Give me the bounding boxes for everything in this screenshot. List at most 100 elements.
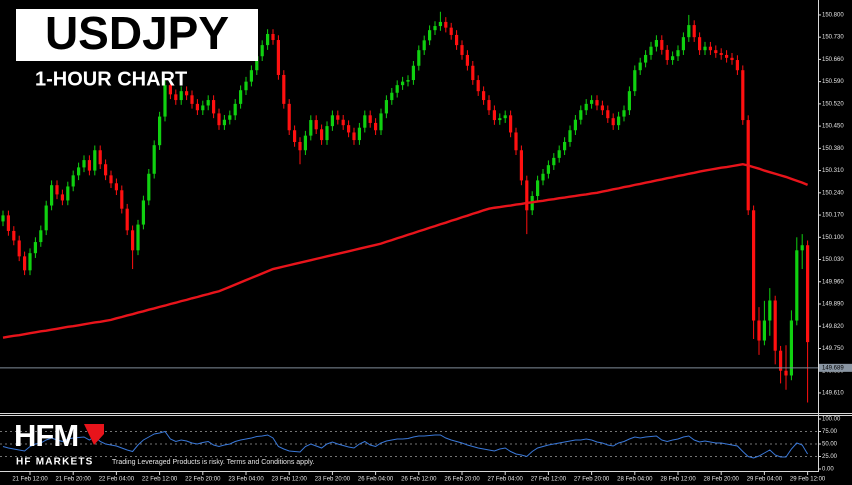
candle-body: [487, 100, 491, 111]
candle-body: [590, 100, 594, 104]
candle-body: [633, 70, 637, 92]
candle-body: [514, 132, 518, 151]
candle-body: [665, 49, 669, 61]
y-tick-label: 149.820: [822, 324, 844, 330]
candle-body: [287, 103, 291, 131]
candle-body: [212, 100, 216, 114]
candle-body: [687, 25, 691, 38]
x-tick-label: 23 Feb 04:00: [228, 477, 264, 483]
candle-body: [660, 40, 664, 50]
candle-body: [249, 70, 253, 82]
candle-body: [330, 115, 334, 127]
candle-body: [379, 113, 383, 131]
candle-body: [23, 256, 27, 271]
candle-body: [276, 40, 280, 75]
y-tick-label: 150.030: [822, 257, 844, 263]
candle-body: [509, 115, 513, 133]
y-tick-label: 0.00: [822, 467, 834, 473]
candle-body: [363, 115, 367, 128]
y-tick-label: 149.960: [822, 279, 844, 285]
candle-body: [314, 120, 318, 130]
x-tick-label: 28 Feb 12:00: [660, 477, 696, 483]
candle-body: [789, 320, 793, 376]
candle-body: [611, 118, 615, 126]
candle-body: [233, 103, 237, 116]
candle-body: [638, 62, 642, 71]
candle-body: [482, 91, 486, 101]
y-tick-label: 150.660: [822, 57, 844, 63]
candle-body: [298, 141, 302, 151]
candle-body: [255, 56, 259, 71]
chart-title: USDJPY: [45, 7, 229, 59]
candle-body: [228, 115, 232, 120]
x-tick-label: 26 Feb 20:00: [444, 477, 480, 483]
x-tick-label: 27 Feb 04:00: [488, 477, 524, 483]
candle-body: [201, 105, 205, 111]
x-tick-label: 28 Feb 04:00: [617, 477, 653, 483]
candle-body: [465, 54, 469, 66]
candle-body: [168, 85, 172, 95]
oscillator-line: [2, 430, 809, 459]
candle-body: [552, 157, 556, 166]
title-box: [16, 9, 258, 61]
chart-subtitle: 1-HOUR CHART: [35, 68, 187, 90]
candle-body: [579, 110, 583, 120]
candle-body: [606, 110, 610, 119]
candle-body: [595, 100, 599, 106]
candle-body: [395, 85, 399, 93]
candle-body: [17, 240, 21, 257]
last-price-box: [819, 363, 852, 372]
candle-body: [271, 33, 275, 41]
y-tick-label: 149.890: [822, 302, 844, 308]
x-tick-label: 28 Feb 20:00: [704, 477, 740, 483]
x-tick-label: 26 Feb 12:00: [401, 477, 437, 483]
candle-body: [541, 173, 545, 181]
candle-body: [384, 100, 388, 114]
x-tick-label: 22 Feb 20:00: [185, 477, 221, 483]
candle-body: [368, 115, 372, 123]
candle-body: [714, 50, 718, 54]
candle-body: [519, 150, 523, 181]
candle-body: [536, 180, 540, 196]
candle-body: [757, 320, 761, 341]
candle-body: [109, 175, 113, 184]
candle-body: [703, 46, 707, 51]
y-tick-label: 150.450: [822, 124, 844, 130]
candle-body: [163, 85, 167, 117]
candle-body: [244, 81, 248, 91]
y-tick-label: 100.00: [822, 417, 841, 423]
y-tick-label: 150.240: [822, 190, 844, 196]
candle-body: [471, 65, 475, 81]
candle-body: [131, 230, 135, 251]
x-tick-label: 29 Feb 12:00: [790, 477, 826, 483]
candle-body: [282, 74, 286, 104]
candle-body: [768, 300, 772, 321]
candle-body: [357, 127, 361, 141]
candle-body: [320, 129, 324, 141]
y-tick-label: 50.00: [822, 442, 838, 448]
candle-body: [563, 141, 567, 151]
candle-body: [390, 92, 394, 101]
candle-body: [71, 175, 75, 187]
candle-body: [525, 180, 529, 211]
candle-body: [6, 215, 10, 231]
candle-body: [773, 300, 777, 351]
candle-body: [417, 50, 421, 66]
candle-body: [806, 245, 810, 343]
plot-area: [0, 11, 818, 459]
candle-body: [730, 57, 734, 61]
candle-body: [93, 150, 97, 171]
candle-body: [222, 119, 226, 126]
candle-body: [77, 167, 81, 176]
y-tick-label: 150.520: [822, 101, 844, 107]
candle-body: [336, 115, 340, 120]
candle-body: [708, 46, 712, 51]
candle-body: [136, 224, 140, 251]
y-tick-label: 150.730: [822, 35, 844, 41]
x-tick-label: 23 Feb 12:00: [272, 477, 308, 483]
candle-body: [239, 90, 243, 104]
candle-body: [719, 53, 723, 55]
x-tick-label: 22 Feb 04:00: [99, 477, 135, 483]
candle-body: [617, 116, 621, 126]
